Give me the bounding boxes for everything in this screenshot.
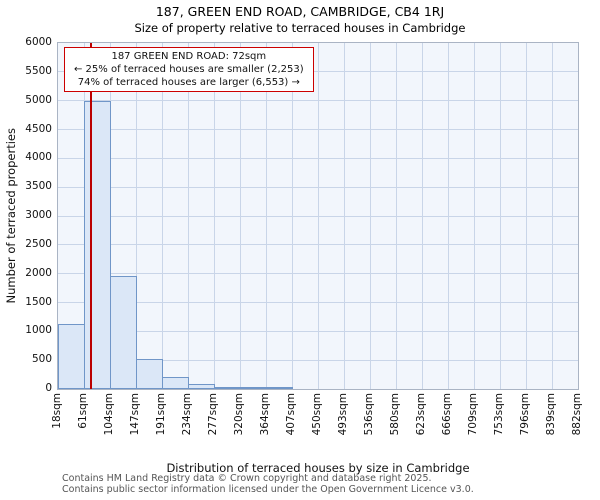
v-gridline <box>551 43 553 389</box>
v-gridline <box>265 43 267 389</box>
v-gridline <box>187 43 189 389</box>
annotation-line-3: 74% of terraced houses are larger (6,553… <box>77 77 300 88</box>
histogram-bar <box>214 386 241 389</box>
v-gridline <box>447 43 449 389</box>
v-gridline <box>499 43 501 389</box>
annotation-line-1: 187 GREEN END ROAD: 72sqm <box>111 51 267 62</box>
y-tick-label: 5500 <box>25 64 52 77</box>
y-tick-label: 4500 <box>25 122 52 135</box>
subject-property-marker-line <box>89 43 92 389</box>
x-tick-label: 882sqm <box>571 393 583 436</box>
y-tick-label: 6000 <box>25 36 52 48</box>
plot-area <box>57 42 579 390</box>
v-gridline <box>135 43 137 389</box>
histogram-bar <box>266 387 293 389</box>
y-tick-label: 2500 <box>25 237 52 250</box>
v-gridline <box>343 43 345 389</box>
v-gridline <box>239 43 241 389</box>
y-tick-label: 1000 <box>25 324 52 337</box>
histogram-bar <box>162 376 189 389</box>
histogram-bar <box>188 383 215 389</box>
chart-title: 187, GREEN END ROAD, CAMBRIDGE, CB4 1RJ <box>155 4 445 19</box>
y-tick-label: 2000 <box>25 266 52 279</box>
v-gridline <box>291 43 293 389</box>
x-axis-tick-labels: 18sqm 61sqm 104sqm 147sqm 191sqm 234sqm 277sqm… <box>51 393 583 461</box>
chart-subtitle: Size of property relative to terraced ho… <box>134 21 466 35</box>
v-gridline <box>213 43 215 389</box>
histogram-bar <box>58 323 85 389</box>
v-gridline <box>395 43 397 389</box>
annotation-line-2: ← 25% of terraced houses are smaller (2,… <box>74 64 304 75</box>
v-gridline <box>421 43 423 389</box>
histogram-bar <box>84 100 111 389</box>
y-tick-label: 500 <box>31 353 52 366</box>
histogram-bar <box>110 275 137 389</box>
y-axis-tick-labels: 0 500 1000 1500 2000 2500 3000 3500 4000 4500 5000… <box>0 36 52 394</box>
histogram-bar <box>240 387 267 389</box>
y-tick-label: 1500 <box>25 295 52 308</box>
v-gridline <box>525 43 527 389</box>
x-axis-title: Distribution of terraced houses by size … <box>166 461 470 475</box>
y-tick-label: 0 <box>45 382 52 394</box>
histogram-bar <box>136 359 163 389</box>
v-gridline <box>369 43 371 389</box>
footer-attribution-line-2: Contains public sector information licen… <box>62 484 474 495</box>
y-tick-label: 5000 <box>25 93 52 106</box>
v-gridline <box>161 43 163 389</box>
footer-attribution-line-1: Contains HM Land Registry data © Crown c… <box>62 473 432 484</box>
y-tick-label: 4000 <box>25 151 52 164</box>
v-gridline <box>317 43 319 389</box>
y-tick-label: 3500 <box>25 180 52 193</box>
y-tick-label: 3000 <box>25 209 52 221</box>
v-gridline <box>473 43 475 389</box>
property-annotation-box: 187 GREEN END ROAD: 72sqm ← 25% of terra… <box>64 47 314 92</box>
